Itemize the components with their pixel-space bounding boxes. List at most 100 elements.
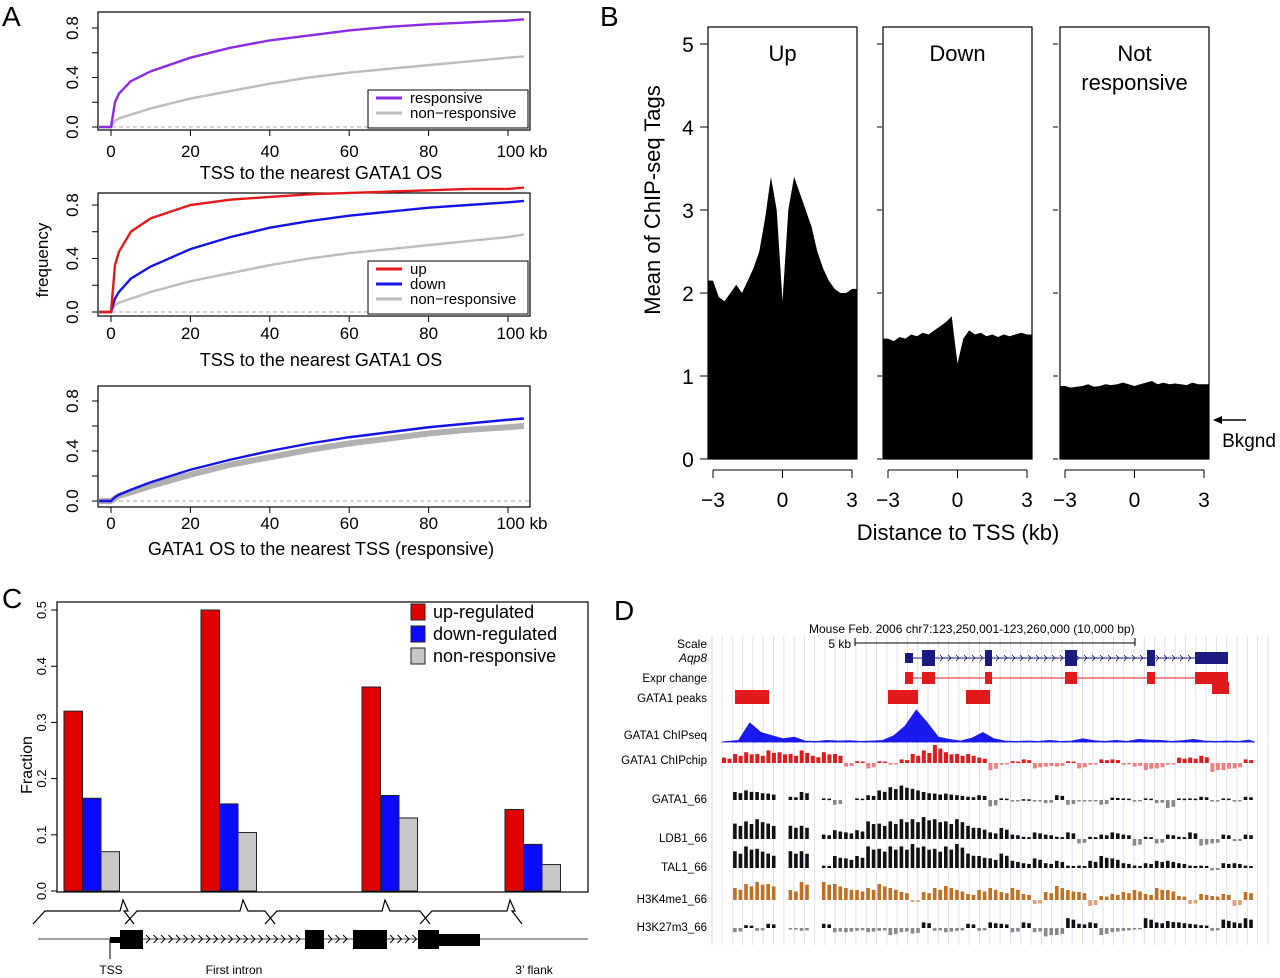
chipchip-bar	[1199, 755, 1204, 763]
signal-bar-track-4	[966, 894, 970, 900]
signal-bar-track-4	[1032, 900, 1037, 904]
chipseq-signal	[721, 709, 1255, 743]
signal-bar-track-2	[1215, 839, 1220, 843]
y-tick-label: 0.0	[63, 300, 82, 324]
chipchip-bar	[1049, 763, 1054, 766]
signal-bar-track-3	[1249, 865, 1253, 868]
intron-arrow-icon	[243, 934, 249, 944]
signal-bar-track-5	[766, 923, 770, 928]
signal-bar-track-1	[1138, 800, 1142, 802]
signal-bar-track-2	[788, 825, 793, 839]
bar-down-regulated-4	[523, 843, 543, 892]
x-axis-label: TSS to the nearest GATA1 OS	[200, 350, 442, 370]
chipchip-bar	[988, 763, 993, 771]
y-tick-label: 1	[682, 366, 694, 389]
signal-bar-track-1	[1204, 797, 1209, 800]
signal-bar-track-5	[1171, 922, 1176, 928]
x-tick-label: 40	[260, 514, 279, 533]
signal-bar-track-5	[849, 928, 854, 932]
x-tick-label: 0	[106, 142, 115, 161]
signal-bar-track-5	[1066, 918, 1070, 928]
gata1-peak	[966, 690, 990, 704]
region-bracket	[264, 898, 431, 925]
signal-bar-track-3	[910, 844, 915, 868]
facet-label: Up	[768, 41, 796, 66]
signal-bar-track-5	[1071, 919, 1076, 928]
signal-bar-track-1	[860, 798, 865, 801]
signal-bar-track-2	[844, 832, 848, 839]
panel-c: 0.0 0.1 0.2 0.3 0.4 0.5 Fraction up-regulateddo…	[19, 601, 589, 977]
signal-bar-track-5	[844, 928, 848, 933]
chipchip-bar	[722, 757, 726, 763]
signal-bar-track-4	[1088, 900, 1092, 906]
signal-bar-track-1	[944, 793, 948, 800]
panel-a-plot-3: 0 20 40 60 80 100 kb 0.0 0.4 0.8 GATA1 OS to the …	[63, 385, 548, 559]
signal-bar-track-5	[1021, 922, 1026, 928]
signal-bar-track-1	[1066, 800, 1070, 805]
signal-bar-track-3	[821, 865, 826, 868]
strand-arrow-icon	[1051, 654, 1056, 662]
signal-bar-track-2	[949, 824, 954, 839]
chipchip-bar	[1149, 763, 1154, 769]
signal-bar-track-1	[1238, 800, 1242, 802]
signal-bar-track-5	[955, 928, 959, 931]
signal-bar-track-3	[966, 853, 970, 868]
signal-bar-track-3	[1149, 863, 1153, 868]
chipchip-bar	[855, 761, 860, 763]
gene-name-link[interactable]: Aqp8	[678, 651, 707, 665]
signal-bar-track-5	[971, 924, 976, 928]
strand-arrow-icon	[1011, 654, 1016, 662]
signal-bar-track-1	[1027, 799, 1031, 801]
intron-arrow-icon	[397, 934, 403, 944]
exon	[437, 934, 480, 946]
x-tick-label: −3	[1053, 489, 1077, 512]
signal-bar-track-1	[1116, 797, 1120, 800]
strand-arrow-icon	[1139, 654, 1144, 662]
chipchip-bar	[1188, 757, 1193, 763]
signal-bar-track-3	[788, 851, 793, 868]
signal-bar-track-5	[760, 928, 765, 931]
signal-bar-track-4	[955, 890, 959, 900]
signal-bar-track-3	[1010, 860, 1015, 868]
track-label-gata1-peaks: GATA1 peaks	[637, 693, 707, 705]
chipchip-bar	[921, 750, 926, 763]
signal-bar-track-2	[1243, 834, 1248, 839]
signal-bar-track-1	[1127, 798, 1131, 801]
signal-bar-track-2	[1182, 837, 1187, 839]
chipchip-bar	[1055, 763, 1059, 767]
signal-bar-track-3	[1221, 863, 1226, 868]
chipchip-bar	[1238, 763, 1243, 768]
signal-bar-track-5	[1005, 924, 1009, 928]
signal-bar-track-2	[999, 828, 1004, 839]
strand-arrow-icon	[1163, 654, 1168, 662]
x-tick-label: −3	[876, 489, 900, 512]
intron-arrow-icon	[335, 934, 341, 944]
chipchip-bar	[1154, 763, 1159, 769]
signal-bar-track-2	[738, 825, 743, 839]
chipchip-bar	[1166, 763, 1170, 765]
signal-bar-track-2	[1188, 832, 1192, 839]
signal-bar-track-3	[882, 851, 887, 868]
signal-bar-track-4	[1193, 900, 1198, 904]
legend-label: down-regulated	[433, 624, 557, 644]
signal-bar-track-4	[1077, 892, 1081, 900]
signal-bar-track-2	[960, 822, 965, 839]
signal-bar-track-4	[905, 893, 909, 900]
signal-bar-track-4	[971, 894, 976, 900]
signal-bar-track-3	[1204, 865, 1209, 868]
chipchip-bar	[777, 752, 782, 763]
intron-arrow-icon	[190, 934, 196, 944]
signal-bar-track-3	[1166, 860, 1170, 868]
signal-bar-track-3	[1193, 865, 1198, 868]
x-tick-label: 0	[777, 489, 789, 512]
signal-bar-track-4	[999, 892, 1004, 900]
gene-exon	[985, 650, 992, 666]
signal-bar-track-5	[944, 928, 948, 933]
signal-bar-track-4	[1043, 892, 1048, 900]
signal-bar-track-4	[938, 889, 942, 900]
chipchip-bar	[1227, 763, 1231, 769]
signal-bar-track-2	[1049, 835, 1053, 839]
signal-bar-track-5	[932, 928, 937, 931]
signal-bar-track-3	[1005, 855, 1009, 868]
intron-arrow-icon	[160, 934, 166, 944]
